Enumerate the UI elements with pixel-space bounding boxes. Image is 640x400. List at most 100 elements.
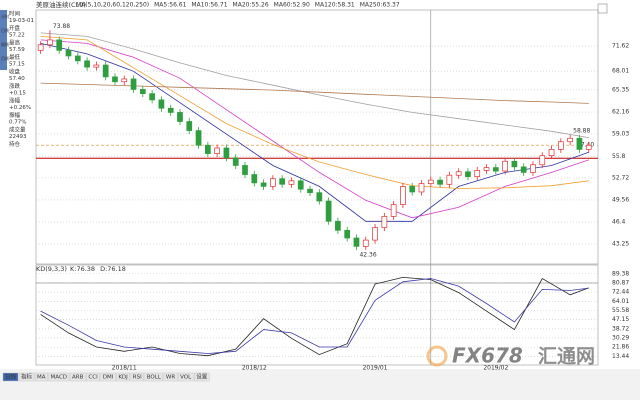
kd-legend-entry: D:76.18 — [100, 265, 126, 273]
candle-body — [502, 160, 508, 172]
legend-entry: MA60:52.90 — [274, 2, 310, 9]
info-label: 持仓 — [9, 140, 21, 148]
bottom-tab[interactable]: 指标 — [21, 373, 33, 381]
candle-body — [130, 78, 137, 90]
bottom-tab-bg[interactable] — [86, 372, 100, 382]
info-label: 最低 — [9, 53, 21, 61]
info-value: 22493 — [9, 134, 27, 140]
candle-body — [93, 64, 100, 68]
candle-body — [427, 179, 434, 184]
bottom-tab[interactable]: RSI — [133, 375, 142, 381]
last-price-tag: 57.40 — [577, 142, 594, 149]
candle-body — [74, 55, 81, 62]
bottom-tab-bg[interactable] — [69, 372, 86, 382]
candle-body — [260, 182, 267, 187]
y-tick-label: 43.25 — [612, 240, 629, 247]
y-tick-label: 52.72 — [612, 174, 629, 181]
candle-body — [307, 188, 313, 194]
info-label: 成交量 — [9, 126, 26, 134]
kd-line — [40, 276, 589, 357]
bottom-tab[interactable]: KDJ — [118, 375, 128, 381]
bottom-tab[interactable]: MACD — [51, 375, 68, 381]
candle-body — [121, 78, 128, 83]
kd-frame — [35, 264, 599, 366]
bottom-tab[interactable]: ARB — [72, 375, 84, 381]
candle-body — [530, 164, 536, 173]
candle-body — [492, 167, 499, 172]
side-tab[interactable]: 周线 — [1, 41, 9, 47]
candle-body — [455, 171, 462, 176]
info-value: +0.15 — [9, 91, 26, 97]
corner-button[interactable] — [597, 3, 608, 14]
info-label: 涨跌 — [9, 82, 21, 90]
bottom-tab[interactable]: VOL — [180, 375, 192, 381]
side-tab-bar — [0, 10, 7, 70]
bottom-tab-bg[interactable] — [144, 372, 164, 382]
bottom-tab-bg[interactable] — [177, 372, 194, 382]
legend-text: MA5:56.61 — [154, 2, 186, 9]
bottom-tab-bg[interactable] — [2, 372, 19, 382]
candle-body — [418, 183, 425, 193]
legend-text: MA(5,10,20,60,120,250) — [76, 2, 149, 9]
candle-body — [288, 180, 295, 185]
candle-body — [474, 169, 481, 177]
candle-body — [362, 239, 369, 247]
bottom-tab-bg[interactable] — [130, 372, 144, 382]
candle-body — [177, 112, 183, 122]
candle-body — [437, 179, 443, 185]
candle-body — [335, 220, 341, 231]
candle-body — [279, 178, 286, 185]
legend-entry: MA250:63.37 — [360, 2, 400, 9]
watermark-name: 汇通网 — [538, 346, 595, 368]
candle-body — [520, 166, 527, 173]
candle-body — [195, 130, 202, 146]
y-tick-label: 62.16 — [612, 109, 629, 116]
bottom-tab[interactable]: MA — [37, 375, 46, 381]
info-value: 57.22 — [9, 33, 25, 39]
candle-body — [483, 167, 490, 171]
y-tick-label: 89.38 — [612, 270, 629, 277]
candle-body — [102, 64, 109, 78]
side-tab[interactable]: 月线 — [1, 55, 9, 61]
bottom-tab[interactable]: BOLL — [147, 375, 162, 381]
info-value: +0.26% — [9, 105, 31, 111]
side-tab[interactable]: 日线 — [1, 27, 9, 33]
info-value: 19-03-01 — [9, 18, 34, 24]
bottom-tab[interactable]: 日线 — [5, 373, 17, 381]
info-label: 收盘 — [9, 68, 21, 76]
candle-body — [567, 137, 573, 143]
bottom-tab[interactable]: CCI — [88, 375, 98, 381]
x-tick-label: 2018/11 — [112, 365, 137, 372]
bottom-tab[interactable]: WR — [166, 375, 175, 381]
bottom-tab[interactable]: DMI — [103, 375, 114, 381]
y-tick-label: 46.4 — [612, 218, 626, 225]
info-label: 时间 — [9, 10, 20, 18]
bottom-tab[interactable]: 设置 — [196, 373, 208, 381]
candle-body — [186, 121, 193, 131]
candle-body — [223, 147, 230, 159]
candle-body — [167, 107, 174, 113]
side-tab[interactable]: 分时 — [1, 13, 9, 19]
main-frame — [35, 9, 599, 265]
bottom-tab-bg[interactable] — [18, 372, 35, 382]
bottom-tab-bg[interactable] — [100, 372, 116, 382]
bottom-tab-bg[interactable] — [194, 372, 210, 382]
bottom-tab-bg[interactable] — [34, 372, 48, 382]
bottom-tab-bg[interactable] — [48, 372, 70, 382]
bottom-tab-bg[interactable] — [116, 372, 130, 382]
bottom-tab-bg[interactable] — [163, 372, 178, 382]
candle-body — [56, 39, 63, 51]
candle-body — [446, 174, 453, 185]
candle-body — [585, 144, 592, 150]
candle-body — [557, 141, 564, 150]
info-value: 57.40 — [9, 76, 25, 82]
candle-body — [149, 93, 155, 101]
candle-body — [65, 50, 72, 57]
ma-line — [40, 39, 589, 219]
kd-line — [40, 278, 589, 354]
y-tick-label: 72.44 — [612, 289, 629, 296]
candle-body — [205, 144, 211, 154]
candle-body — [390, 204, 397, 217]
kd-title: KD(9,3,3) — [36, 265, 67, 273]
y-tick-label: 71.62 — [612, 43, 629, 50]
